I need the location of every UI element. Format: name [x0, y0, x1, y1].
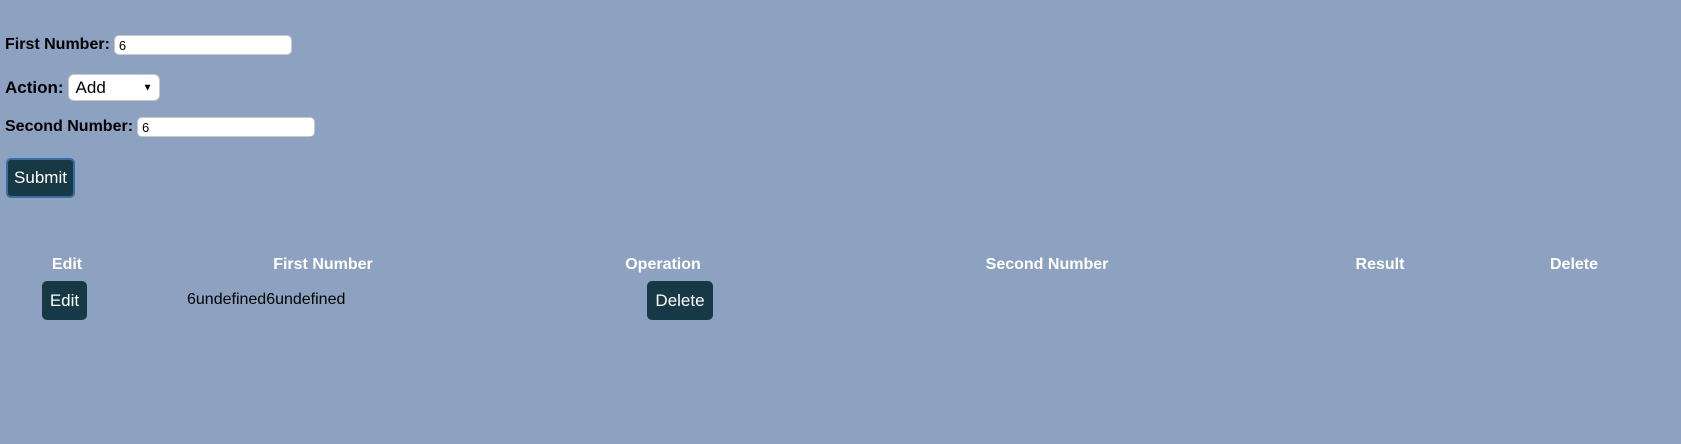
column-header-first-number: First Number: [273, 256, 373, 273]
second-number-input[interactable]: [137, 117, 316, 137]
action-select[interactable]: Add ▼: [67, 74, 160, 101]
action-select-value: Add: [75, 77, 106, 97]
second-number-label: Second Number:: [5, 118, 134, 135]
column-header-result: Result: [1355, 256, 1405, 273]
column-header-edit: Edit: [51, 256, 83, 273]
first-number-label: First Number:: [5, 36, 110, 53]
action-label: Action:: [5, 77, 64, 97]
chevron-down-icon: ▼: [142, 82, 153, 93]
submit-button[interactable]: Submit: [6, 158, 75, 198]
column-header-second-number: Second Number: [985, 256, 1109, 273]
action-row: Action: Add ▼: [5, 74, 160, 101]
delete-button[interactable]: Delete: [647, 281, 713, 320]
first-number-input[interactable]: [113, 35, 292, 55]
edit-button[interactable]: Edit: [42, 281, 87, 320]
column-header-delete: Delete: [1549, 256, 1599, 273]
first-number-row: First Number:: [5, 35, 292, 55]
row-values-text: 6undefined6undefined: [187, 291, 346, 308]
column-header-operation: Operation: [625, 256, 701, 273]
second-number-row: Second Number:: [5, 117, 316, 137]
